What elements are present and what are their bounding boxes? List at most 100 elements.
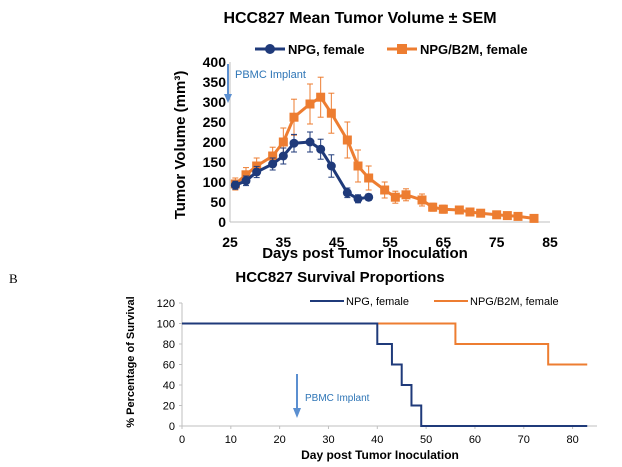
data-point (513, 211, 523, 221)
chart2-y-tick-label: 20 (163, 401, 175, 413)
chart2-pbmc-annotation: PBMC Implant (293, 374, 370, 418)
data-point (326, 161, 336, 171)
chart2-y-tick-label: 100 (157, 319, 175, 331)
data-point (529, 213, 539, 223)
chart2-title: HCC827 Survival Proportions (235, 269, 444, 286)
chart2-series (182, 322, 588, 427)
data-point (465, 207, 475, 217)
legend-marker-npg (265, 44, 275, 54)
chart1-y-tick-label: 50 (210, 194, 226, 210)
chart1-title: HCC827 Mean Tumor Volume ± SEM (223, 10, 496, 27)
pbmc2-arrowhead-icon (293, 408, 301, 418)
chart1-x-tick-label: 65 (436, 234, 452, 250)
chart2-x-tick-label: 60 (469, 434, 481, 446)
data-point (454, 205, 464, 215)
chart2-x-tick-label: 70 (518, 434, 530, 446)
pbmc-arrowhead-icon (224, 94, 232, 103)
panel-label: B (9, 271, 18, 286)
chart2-x-label: Day post Tumor Inoculation (301, 448, 459, 462)
chart2-axes (181, 303, 597, 427)
series-npg (230, 131, 374, 204)
chart1-y-tick-label: 200 (203, 134, 227, 150)
chart1-pbmc-annotation: PBMC Implant (224, 64, 306, 103)
data-point (305, 137, 315, 147)
chart1-x-tick-label: 75 (489, 234, 505, 250)
chart2-x-tick-label: 50 (420, 434, 432, 446)
chart1-y-tick-label: 100 (203, 174, 227, 190)
chart1-x-tick-label: 55 (382, 234, 398, 250)
chart1-legend: NPG, female NPG/B2M, female (255, 42, 528, 57)
data-point (289, 112, 299, 122)
data-point (316, 92, 326, 102)
data-point (502, 211, 512, 221)
chart1-y-tick-label: 150 (203, 154, 227, 170)
chart2-x-tick-label: 40 (371, 434, 383, 446)
chart2-y-tick-label: 120 (157, 298, 175, 310)
chart1-y-tick-label: 300 (203, 94, 227, 110)
data-point (278, 151, 288, 161)
chart2-legend: NPG, female NPG/B2M, female (310, 296, 559, 308)
chart2-y-tick-label: 0 (169, 421, 175, 433)
chart1-y-tick-label: 250 (203, 114, 227, 130)
survival-line-npg-b2m (182, 322, 588, 366)
chart1-pbmc-label: PBMC Implant (235, 69, 306, 81)
chart1-axes (229, 62, 550, 223)
series-npg-b2m (230, 76, 539, 223)
legend2-label-b2m: NPG/B2M, female (470, 296, 559, 308)
data-point (342, 135, 352, 145)
legend2-label-npg: NPG, female (346, 296, 409, 308)
chart2-y-ticks: 0 20 40 60 80 100 120 (157, 298, 182, 433)
chart2-y-tick-label: 40 (163, 380, 175, 392)
chart1-x-tick-label: 85 (542, 234, 558, 250)
chart2-x-ticks: 0 10 20 30 40 50 60 70 80 (179, 426, 579, 446)
data-point (326, 108, 336, 118)
chart2-y-label: % Percentage of Survival (125, 296, 137, 427)
data-point (364, 173, 374, 183)
data-point (252, 167, 262, 177)
data-point (428, 202, 438, 212)
data-point (278, 137, 288, 147)
chart1-x-tick-label: 35 (276, 234, 292, 250)
chart1-y-ticks: 0 50 100 150 200 250 300 350 400 (203, 54, 227, 230)
data-point (316, 144, 326, 154)
chart1-x-tick-label: 25 (222, 234, 238, 250)
data-point (305, 99, 315, 109)
chart2-x-tick-label: 80 (566, 434, 578, 446)
legend-label-b2m: NPG/B2M, female (420, 42, 528, 57)
legend-marker-b2m (397, 44, 407, 54)
data-point (417, 195, 427, 205)
chart1-y-tick-label: 400 (203, 54, 227, 70)
chart1-y-tick-label: 0 (218, 214, 226, 230)
chart1-y-label: Tumor Volume (mm³) (172, 71, 189, 220)
data-point (268, 151, 278, 161)
data-point (438, 204, 448, 214)
data-point (476, 208, 486, 218)
data-point (401, 190, 411, 200)
data-point (342, 188, 352, 198)
chart2-x-tick-label: 10 (225, 434, 237, 446)
data-point (241, 176, 251, 186)
data-point (380, 185, 390, 195)
data-point (353, 194, 363, 204)
tumor-volume-chart: HCC827 Mean Tumor Volume ± SEM 0 50 100 150… (172, 10, 558, 262)
legend-label-npg: NPG, female (288, 42, 365, 57)
survival-chart: HCC827 Survival Proportions 020406080100… (125, 269, 597, 462)
data-point (268, 159, 278, 169)
chart2-x-tick-label: 30 (322, 434, 334, 446)
chart2-y-tick-label: 80 (163, 339, 175, 351)
data-point (390, 192, 400, 202)
chart1-series (230, 76, 539, 223)
chart1-x-tick-label: 45 (329, 234, 345, 250)
chart2-y-tick-label: 60 (163, 360, 175, 372)
chart2-x-tick-label: 0 (179, 434, 185, 446)
chart1-x-ticks: 25 35 45 55 65 75 85 (222, 234, 558, 250)
chart1-y-tick-label: 350 (203, 74, 227, 90)
survival-line-npg (182, 322, 588, 427)
data-point (353, 161, 363, 171)
chart2-x-tick-label: 20 (274, 434, 286, 446)
data-point (364, 192, 374, 202)
data-point (241, 170, 251, 180)
data-point (492, 210, 502, 220)
chart2-pbmc-label: PBMC Implant (305, 393, 370, 404)
